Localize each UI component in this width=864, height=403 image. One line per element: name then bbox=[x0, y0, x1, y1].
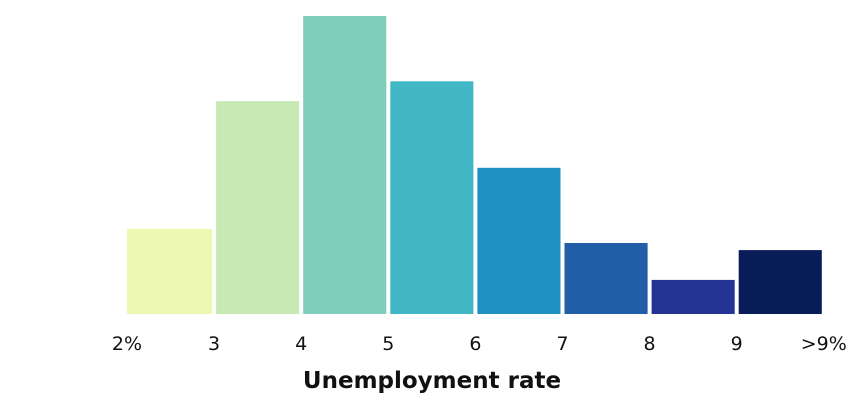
x-tick-label: 3 bbox=[208, 333, 220, 355]
bar-7 bbox=[651, 279, 735, 314]
x-tick-label: >9% bbox=[801, 333, 847, 355]
bar-6 bbox=[564, 243, 648, 314]
bar-3 bbox=[303, 16, 387, 314]
bars-group bbox=[127, 16, 822, 314]
bar-1 bbox=[127, 228, 213, 314]
bar-4 bbox=[390, 81, 474, 314]
x-axis-title: Unemployment rate bbox=[303, 368, 561, 394]
x-tick-label: 7 bbox=[556, 333, 568, 355]
bar-2 bbox=[216, 101, 300, 314]
x-tick-label: 5 bbox=[382, 333, 394, 355]
x-tick-label: 6 bbox=[469, 333, 481, 355]
x-tick-label: 4 bbox=[295, 333, 307, 355]
x-tick-labels: 2% 3 4 5 6 7 8 9 >9% bbox=[112, 333, 847, 355]
x-tick-label: 8 bbox=[644, 333, 656, 355]
x-tick-label: 2% bbox=[112, 333, 142, 355]
bar-5 bbox=[477, 167, 561, 314]
bar-8 bbox=[738, 250, 822, 314]
x-tick-label: 9 bbox=[731, 333, 743, 355]
